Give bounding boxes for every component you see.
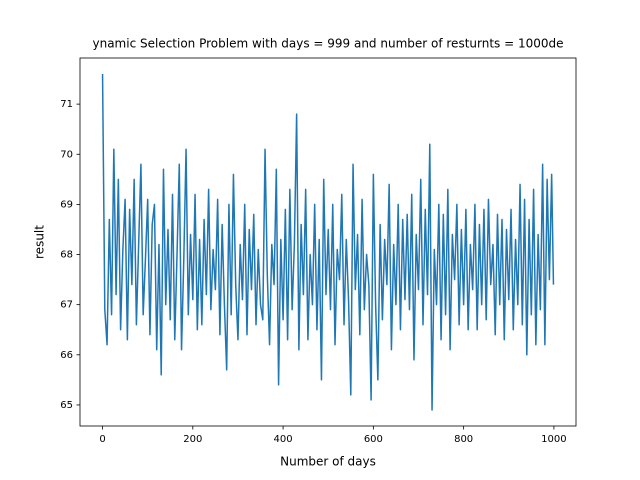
x-axis-label: Number of days xyxy=(280,455,376,469)
y-tick-label: 66 xyxy=(60,350,73,361)
y-tick-label: 70 xyxy=(60,149,73,160)
x-tick-label: 200 xyxy=(183,434,202,445)
chart-title: ynamic Selection Problem with days = 999… xyxy=(92,37,563,51)
x-tick-label: 1000 xyxy=(541,434,566,445)
x-tick-label: 800 xyxy=(454,434,473,445)
y-tick-label: 67 xyxy=(60,300,73,311)
x-tick-label: 400 xyxy=(274,434,293,445)
y-tick-label: 65 xyxy=(60,400,73,411)
x-tick-label: 600 xyxy=(364,434,383,445)
plot-frame xyxy=(79,57,577,427)
y-axis-label: result xyxy=(33,225,47,259)
y-tick-label: 69 xyxy=(60,199,73,210)
y-tick-label: 68 xyxy=(60,250,73,261)
y-tick-label: 71 xyxy=(60,99,73,110)
x-tick-label: 0 xyxy=(99,434,105,445)
data-line xyxy=(101,74,555,411)
